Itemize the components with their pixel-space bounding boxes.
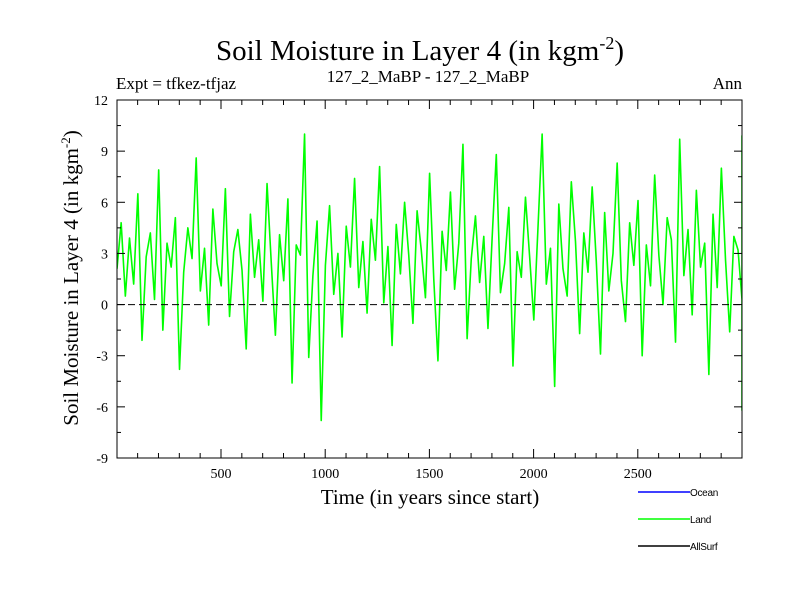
y-tick-label: 3	[101, 247, 108, 262]
y-tick-label: -9	[96, 452, 108, 467]
legend: Ocean Land AllSurf	[638, 488, 718, 553]
chart-title: Soil Moisture in Layer 4 (in kgm-2)	[216, 33, 624, 67]
chart-title-close: )	[614, 35, 624, 67]
chart-title-main: Soil Moisture in Layer 4 (in kgm	[216, 35, 600, 67]
x-axis-title: Time (in years since start)	[321, 485, 540, 509]
y-tick-label: 0	[101, 299, 108, 314]
chart-title-superscript: -2	[599, 33, 614, 53]
subtitle-season: Ann	[713, 74, 743, 93]
y-tick-label: 6	[101, 196, 108, 211]
legend-label-land: Land	[690, 515, 711, 526]
y-tick-label: 12	[94, 94, 108, 109]
y-axis-title-main: Soil Moisture in Layer 4 (in kgm	[59, 148, 83, 426]
y-tick-label: 9	[101, 145, 108, 160]
x-tick-label: 1500	[415, 467, 443, 482]
series-line-land	[117, 133, 742, 422]
plot-area	[117, 133, 742, 422]
x-tick-label: 500	[210, 467, 231, 482]
y-axis-title-close: )	[59, 130, 83, 137]
y-tick-label: -6	[96, 401, 108, 416]
legend-label-allsurf: AllSurf	[690, 542, 718, 553]
axes: -9 -6 -3 0 3 6 9 12 500 1000 1500 2000 2500	[94, 94, 743, 482]
y-tick-label: -3	[96, 350, 108, 365]
legend-label-ocean: Ocean	[690, 488, 718, 499]
x-tick-label: 2500	[624, 467, 652, 482]
x-tick-label: 2000	[520, 467, 548, 482]
y-axis-title-superscript: -2	[58, 137, 73, 148]
x-tick-label: 1000	[311, 467, 339, 482]
subtitle-period: 127_2_MaBP - 127_2_MaBP	[327, 67, 529, 86]
y-axis-title: Soil Moisture in Layer 4 (in kgm-2)	[58, 130, 83, 425]
subtitle-expt: Expt = tfkez-tfjaz	[116, 74, 236, 93]
